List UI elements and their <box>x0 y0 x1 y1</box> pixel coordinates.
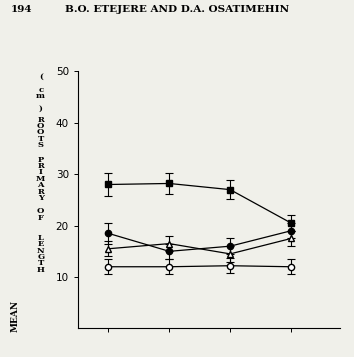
Text: m: m <box>36 92 45 100</box>
Text: MEAN: MEAN <box>11 300 19 332</box>
Text: G: G <box>37 253 44 261</box>
Text: Y: Y <box>38 194 44 202</box>
Text: R: R <box>37 188 44 196</box>
Text: E: E <box>38 240 44 248</box>
Text: I: I <box>39 169 42 176</box>
Text: T: T <box>38 135 44 143</box>
Text: c: c <box>38 86 43 94</box>
Text: ): ) <box>39 105 42 113</box>
Text: F: F <box>38 214 44 222</box>
Text: A: A <box>38 181 44 189</box>
Text: (: ( <box>39 73 42 81</box>
Text: B.O. ETEJERE AND D.A. OSATIMEHIN: B.O. ETEJERE AND D.A. OSATIMEHIN <box>65 5 289 14</box>
Text: M: M <box>36 175 45 183</box>
Text: N: N <box>37 247 45 255</box>
Text: 194: 194 <box>11 5 32 14</box>
Text: S: S <box>38 141 44 149</box>
Text: P: P <box>38 156 44 164</box>
Text: O: O <box>37 129 44 136</box>
Text: O: O <box>37 207 44 215</box>
Text: T: T <box>38 260 44 267</box>
Text: L: L <box>38 234 44 242</box>
Text: H: H <box>37 266 45 274</box>
Text: R: R <box>37 116 44 124</box>
Text: O: O <box>37 122 44 130</box>
Text: R: R <box>37 162 44 170</box>
